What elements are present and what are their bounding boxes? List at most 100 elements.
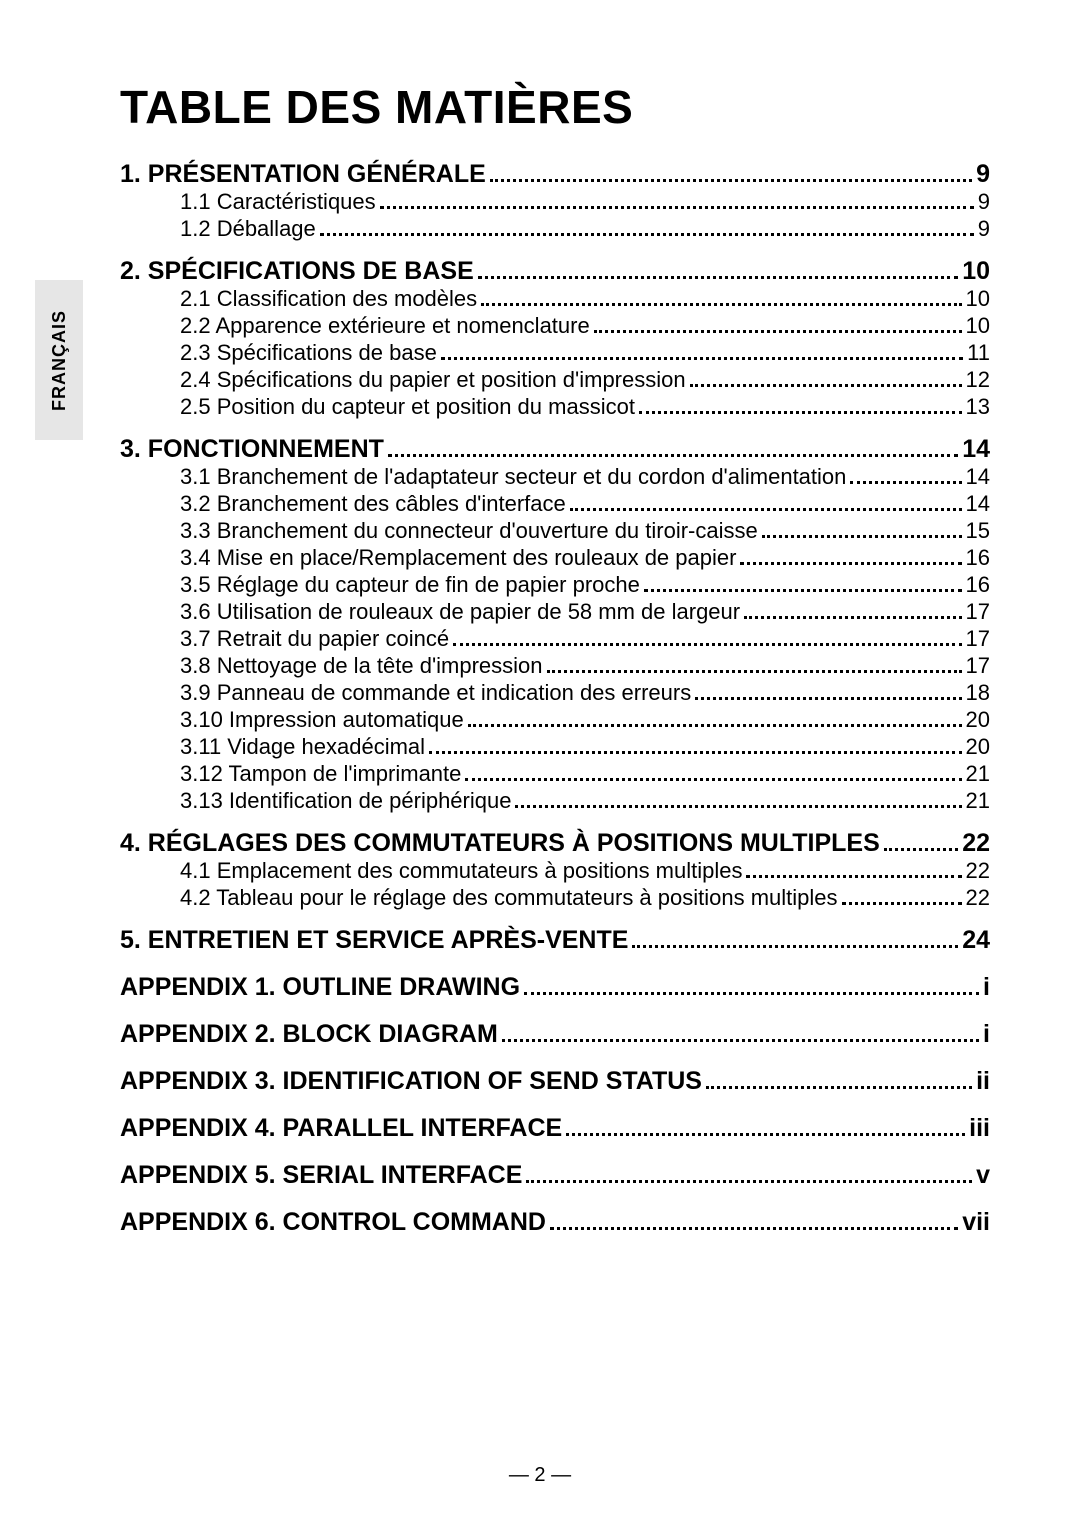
toc-leader bbox=[842, 887, 962, 905]
toc-label: 2.4 Spécifications du papier et position… bbox=[180, 369, 686, 391]
toc-page: 16 bbox=[966, 547, 990, 569]
toc-entry: 3.3 Branchement du connecteur d'ouvertur… bbox=[180, 520, 990, 543]
toc-leader bbox=[320, 218, 974, 236]
toc-leader bbox=[644, 574, 962, 592]
toc-label: 5. ENTRETIEN ET SERVICE APRÈS-VENTE bbox=[120, 928, 628, 953]
toc-label: 3.13 Identification de périphérique bbox=[180, 790, 511, 812]
toc-page: 22 bbox=[962, 831, 990, 856]
toc-page: 9 bbox=[976, 162, 990, 187]
toc-label: APPENDIX 2. BLOCK DIAGRAM bbox=[120, 1022, 498, 1047]
toc-page: iii bbox=[969, 1116, 990, 1141]
toc-entry: 5. ENTRETIEN ET SERVICE APRÈS-VENTE 24 bbox=[120, 928, 990, 953]
toc-entry: 3.11 Vidage hexadécimal 20 bbox=[180, 736, 990, 759]
toc-entry: 3.8 Nettoyage de la tête d'impression 17 bbox=[180, 655, 990, 678]
toc-label: 2.5 Position du capteur et position du m… bbox=[180, 396, 635, 418]
toc-page: i bbox=[983, 1022, 990, 1047]
toc-page: 9 bbox=[978, 218, 990, 240]
toc-page: 24 bbox=[962, 928, 990, 953]
toc-entry: 4.1 Emplacement des commutateurs à posit… bbox=[180, 860, 990, 883]
toc-label: APPENDIX 5. SERIAL INTERFACE bbox=[120, 1163, 522, 1188]
toc-entry: 1. PRÉSENTATION GÉNÉRALE 9 bbox=[120, 162, 990, 187]
toc-page: 16 bbox=[966, 574, 990, 596]
toc-page: 17 bbox=[966, 628, 990, 650]
toc-leader bbox=[566, 1116, 965, 1136]
toc-entry: 3.7 Retrait du papier coincé 17 bbox=[180, 628, 990, 651]
toc-entry: 3.13 Identification de périphérique 21 bbox=[180, 790, 990, 813]
toc-leader bbox=[706, 1069, 972, 1089]
toc-page: 21 bbox=[966, 790, 990, 812]
toc-label: 3.12 Tampon de l'imprimante bbox=[180, 763, 461, 785]
toc-page: 22 bbox=[966, 887, 990, 909]
toc-leader bbox=[441, 342, 963, 360]
toc-label: 3.4 Mise en place/Remplacement des roule… bbox=[180, 547, 736, 569]
toc-leader bbox=[502, 1022, 979, 1042]
toc-label: 1.1 Caractéristiques bbox=[180, 191, 376, 213]
toc-leader bbox=[884, 831, 958, 851]
toc-label: 3.3 Branchement du connecteur d'ouvertur… bbox=[180, 520, 758, 542]
toc-leader bbox=[746, 860, 961, 878]
toc-leader bbox=[740, 547, 961, 565]
toc-leader bbox=[524, 975, 979, 995]
toc-entry: 2.3 Spécifications de base 11 bbox=[180, 342, 990, 365]
toc-leader bbox=[468, 709, 962, 727]
toc-page: 11 bbox=[967, 342, 990, 364]
toc-leader bbox=[481, 288, 961, 306]
toc-entry: 2.2 Apparence extérieure et nomenclature… bbox=[180, 315, 990, 338]
toc-page: 13 bbox=[966, 396, 990, 418]
toc-label: 1.2 Déballage bbox=[180, 218, 316, 240]
toc-label: 3.5 Réglage du capteur de fin de papier … bbox=[180, 574, 640, 596]
toc-page: 9 bbox=[978, 191, 990, 213]
toc-entry: 3.1 Branchement de l'adaptateur secteur … bbox=[180, 466, 990, 489]
toc-entry: 2.4 Spécifications du papier et position… bbox=[180, 369, 990, 392]
toc-entry: 1.1 Caractéristiques 9 bbox=[180, 191, 990, 214]
toc-page: 18 bbox=[966, 682, 990, 704]
toc-label: 3.10 Impression automatique bbox=[180, 709, 464, 731]
toc-entry: APPENDIX 1. OUTLINE DRAWING i bbox=[120, 975, 990, 1000]
toc-page: 10 bbox=[966, 315, 990, 337]
language-label: FRANÇAIS bbox=[49, 310, 70, 411]
toc-entry: APPENDIX 4. PARALLEL INTERFACE iii bbox=[120, 1116, 990, 1141]
toc-entry: 3.10 Impression automatique 20 bbox=[180, 709, 990, 732]
toc-label: 3.2 Branchement des câbles d'interface bbox=[180, 493, 566, 515]
toc-entry: 2. SPÉCIFICATIONS DE BASE 10 bbox=[120, 259, 990, 284]
toc-leader bbox=[526, 1163, 972, 1183]
toc-label: APPENDIX 4. PARALLEL INTERFACE bbox=[120, 1116, 562, 1141]
toc-entry: APPENDIX 3. IDENTIFICATION OF SEND STATU… bbox=[120, 1069, 990, 1094]
toc-entry: APPENDIX 2. BLOCK DIAGRAM i bbox=[120, 1022, 990, 1047]
toc-page: 15 bbox=[966, 520, 990, 542]
toc-leader bbox=[453, 628, 961, 646]
toc-label: 3. FONCTIONNEMENT bbox=[120, 437, 384, 462]
toc-label: 2.3 Spécifications de base bbox=[180, 342, 437, 364]
toc-leader bbox=[762, 520, 962, 538]
page-title: TABLE DES MATIÈRES bbox=[120, 80, 990, 134]
toc-entry: 1.2 Déballage 9 bbox=[180, 218, 990, 241]
toc-leader bbox=[695, 682, 961, 700]
toc-leader bbox=[515, 790, 961, 808]
toc-entry: 3.4 Mise en place/Remplacement des roule… bbox=[180, 547, 990, 570]
toc-page: 22 bbox=[966, 860, 990, 882]
toc-label: APPENDIX 3. IDENTIFICATION OF SEND STATU… bbox=[120, 1069, 702, 1094]
page: FRANÇAIS TABLE DES MATIÈRES 1. PRÉSENTAT… bbox=[0, 0, 1080, 1529]
toc-label: 2.2 Apparence extérieure et nomenclature bbox=[180, 315, 590, 337]
toc-label: 3.6 Utilisation de rouleaux de papier de… bbox=[180, 601, 740, 623]
toc-label: 4. RÉGLAGES DES COMMUTATEURS À POSITIONS… bbox=[120, 831, 880, 856]
toc-entry: 3.5 Réglage du capteur de fin de papier … bbox=[180, 574, 990, 597]
toc-leader bbox=[465, 763, 961, 781]
toc-label: 3.7 Retrait du papier coincé bbox=[180, 628, 449, 650]
toc-label: APPENDIX 6. CONTROL COMMAND bbox=[120, 1210, 546, 1235]
toc-label: 3.8 Nettoyage de la tête d'impression bbox=[180, 655, 543, 677]
toc-leader bbox=[632, 928, 958, 948]
toc-page: v bbox=[976, 1163, 990, 1188]
toc-page: 14 bbox=[966, 493, 990, 515]
toc-entry: 3.6 Utilisation de rouleaux de papier de… bbox=[180, 601, 990, 624]
toc-leader bbox=[490, 162, 972, 182]
toc-label: 2. SPÉCIFICATIONS DE BASE bbox=[120, 259, 474, 284]
page-number-footer: — 2 — bbox=[0, 1464, 1080, 1487]
toc-page: 14 bbox=[962, 437, 990, 462]
toc-leader bbox=[429, 736, 961, 754]
toc-leader bbox=[388, 437, 958, 457]
toc-label: 3.11 Vidage hexadécimal bbox=[180, 736, 425, 758]
toc-entry: 2.5 Position du capteur et position du m… bbox=[180, 396, 990, 419]
toc-leader bbox=[380, 191, 974, 209]
toc-entry: 4.2 Tableau pour le réglage des commutat… bbox=[180, 887, 990, 910]
